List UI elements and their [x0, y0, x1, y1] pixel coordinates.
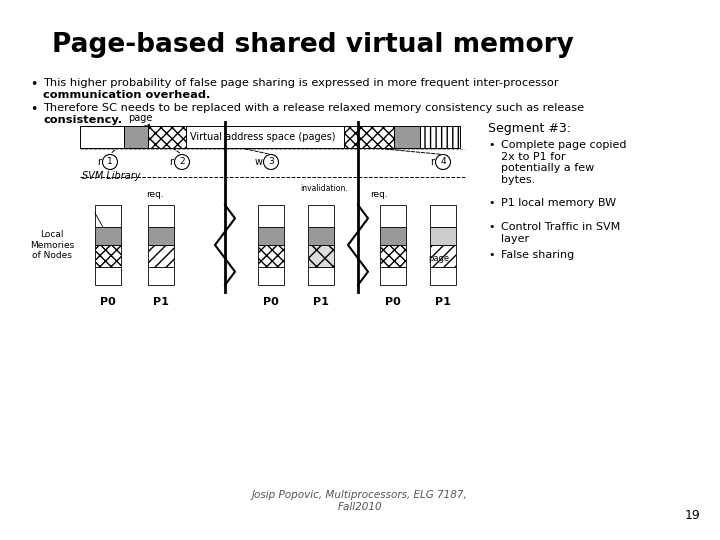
Bar [308, 267, 334, 285]
Text: 3: 3 [268, 158, 274, 166]
Text: P1: P1 [313, 297, 329, 307]
Text: req.: req. [370, 190, 388, 199]
Text: P0: P0 [100, 297, 116, 307]
Text: consistency.: consistency. [43, 115, 122, 125]
Text: 1: 1 [107, 158, 113, 166]
Bar [380, 267, 406, 285]
Text: Complete page copied
2x to P1 for
potentially a few
bytes.: Complete page copied 2x to P1 for potent… [501, 140, 626, 185]
Bar [430, 267, 456, 285]
Text: page: page [128, 113, 152, 123]
Bar [344, 126, 394, 148]
Text: Virtual address space (pages): Virtual address space (pages) [189, 132, 335, 142]
Bar [430, 227, 456, 245]
Text: Local
Memories
of Nodes: Local Memories of Nodes [30, 230, 74, 260]
Text: P1: P1 [435, 297, 451, 307]
Text: r: r [169, 157, 174, 167]
Text: 4: 4 [440, 158, 446, 166]
Bar [308, 245, 334, 267]
Bar [148, 227, 174, 245]
Text: r: r [431, 157, 434, 167]
Text: P1: P1 [153, 297, 169, 307]
Text: Page-based shared virtual memory: Page-based shared virtual memory [52, 32, 574, 58]
Text: P0: P0 [263, 297, 279, 307]
Text: •: • [30, 78, 37, 91]
Text: communication overhead.: communication overhead. [43, 90, 210, 100]
Bar [148, 126, 186, 148]
Text: False sharing: False sharing [501, 250, 575, 260]
Bar [380, 227, 406, 245]
Bar [420, 126, 460, 148]
Text: Josip Popovic, Multiprocessors, ELG 7187,
Fall2010: Josip Popovic, Multiprocessors, ELG 7187… [252, 490, 468, 512]
Bar [148, 245, 174, 267]
Bar [95, 267, 121, 285]
Bar [258, 245, 284, 267]
Bar [258, 205, 284, 227]
Text: invalidation.: invalidation. [300, 184, 348, 193]
Text: •: • [488, 140, 495, 150]
Text: •: • [30, 103, 37, 116]
Bar [95, 227, 121, 245]
Text: w: w [254, 157, 263, 167]
Bar [430, 245, 456, 267]
Text: •: • [488, 198, 495, 208]
Text: Control Traffic in SVM
layer: Control Traffic in SVM layer [501, 222, 620, 244]
Text: req.: req. [146, 190, 163, 199]
Text: Segment #3:: Segment #3: [488, 122, 571, 135]
Text: page: page [428, 254, 449, 263]
Bar [308, 205, 334, 227]
Text: Therefore SC needs to be replaced with a release relaxed memory consistency such: Therefore SC needs to be replaced with a… [43, 103, 584, 113]
Bar [186, 126, 344, 148]
Bar [258, 267, 284, 285]
Bar [380, 205, 406, 227]
Text: This higher probability of false page sharing is expressed in more frequent inte: This higher probability of false page sh… [43, 78, 559, 88]
Bar [80, 126, 124, 148]
Text: •: • [488, 222, 495, 232]
Bar [430, 205, 456, 227]
Text: P1 local memory BW: P1 local memory BW [501, 198, 616, 208]
Bar [95, 245, 121, 267]
Text: r: r [97, 157, 102, 167]
Bar [124, 126, 148, 148]
Bar [394, 126, 420, 148]
Bar [148, 267, 174, 285]
Bar [258, 227, 284, 245]
Bar [95, 205, 121, 227]
Bar [380, 245, 406, 267]
Text: 2: 2 [179, 158, 185, 166]
Text: •: • [488, 250, 495, 260]
Text: 19: 19 [684, 509, 700, 522]
Text: P0: P0 [385, 297, 401, 307]
Text: SVM Library: SVM Library [82, 171, 140, 181]
Bar [148, 205, 174, 227]
Bar [308, 227, 334, 245]
